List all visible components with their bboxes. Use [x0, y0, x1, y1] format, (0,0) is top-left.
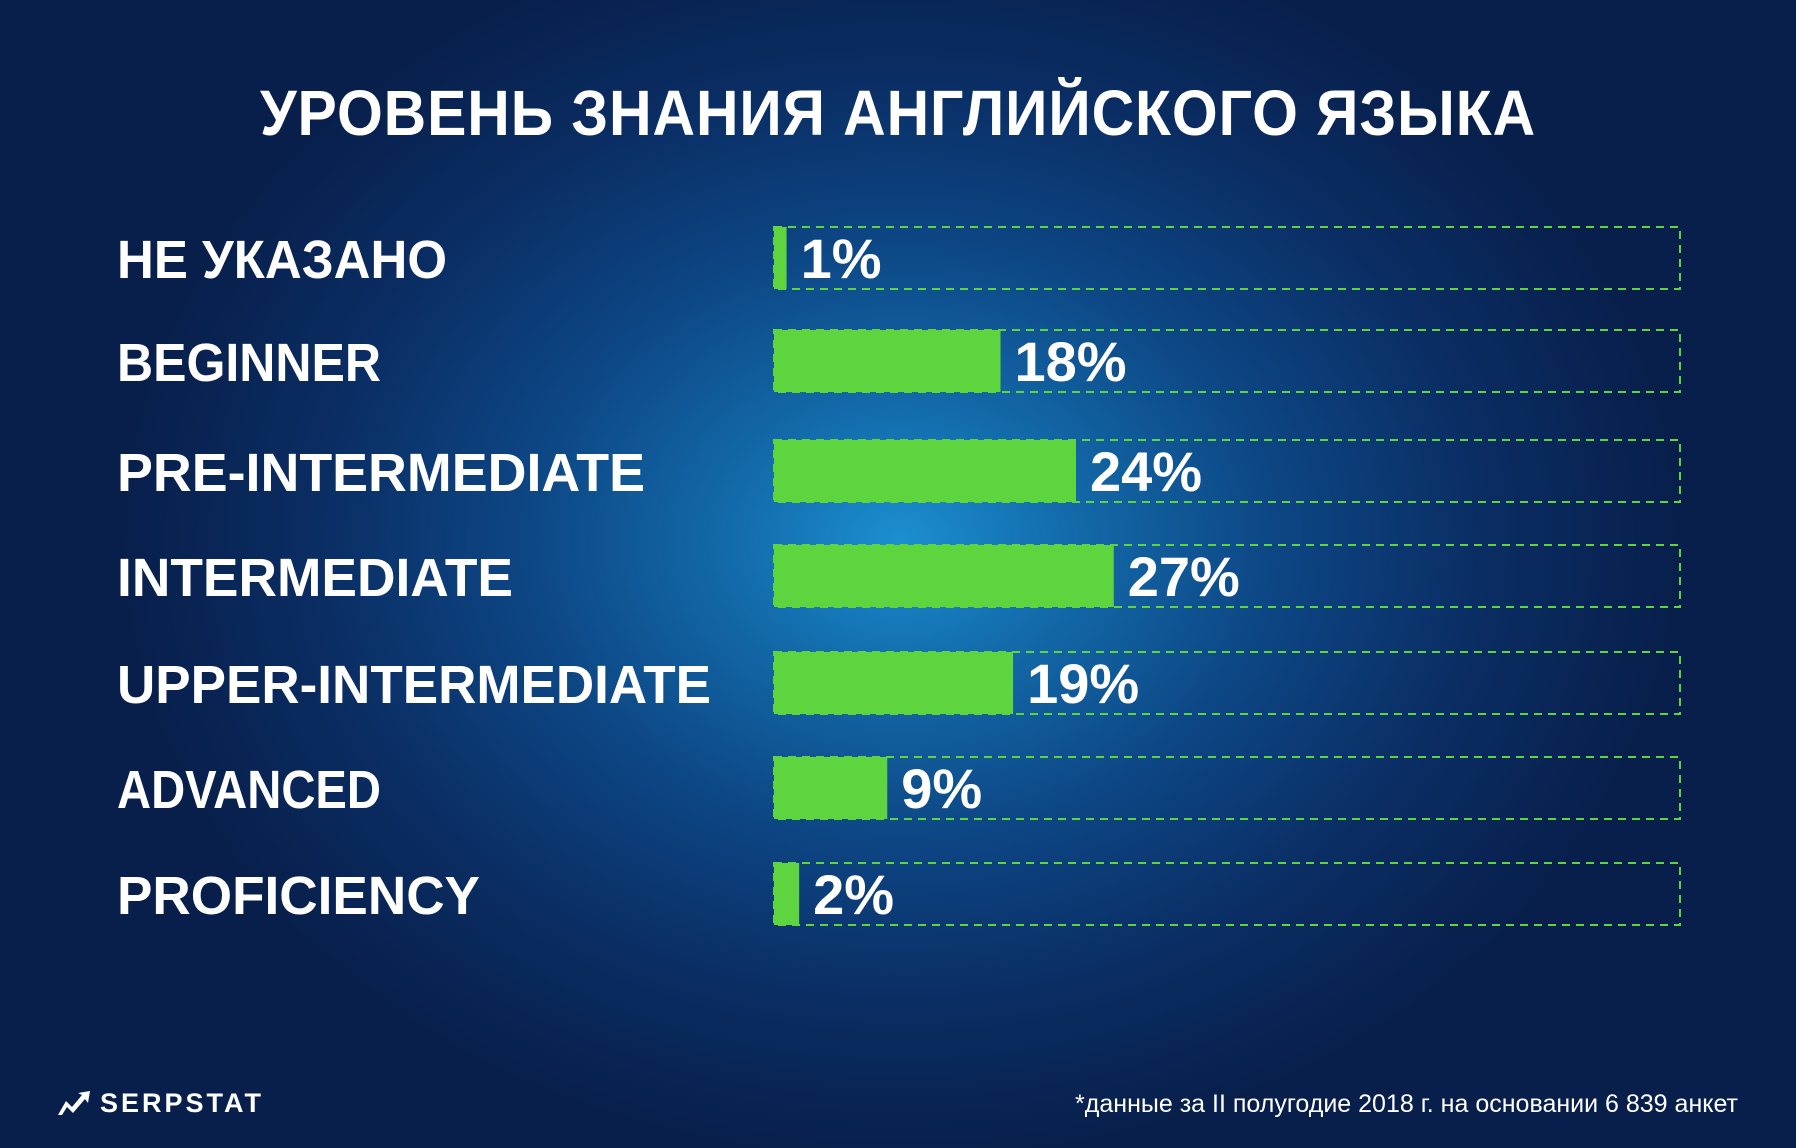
category-label: PROFICIENCY	[117, 866, 480, 926]
bar-track	[773, 862, 1681, 926]
value-label: 9%	[901, 757, 982, 820]
bar	[774, 227, 787, 289]
value-label: 1%	[801, 227, 882, 290]
value-label: 18%	[1015, 330, 1127, 393]
category-label: НЕ УКАЗАНО	[117, 230, 447, 290]
bar	[774, 863, 800, 925]
serpstat-logo-icon	[58, 1091, 90, 1115]
category-label: UPPER-INTERMEDIATE	[117, 655, 711, 715]
footnote: *данные за II полугодие 2018 г. на основ…	[1075, 1090, 1738, 1118]
category-label: ADVANCED	[117, 760, 381, 820]
value-label: 19%	[1027, 652, 1139, 715]
bar	[774, 330, 1001, 392]
category-label: INTERMEDIATE	[117, 548, 513, 608]
brand-name: SERPSTAT	[100, 1087, 265, 1118]
serpstat-logo: SERPSTAT	[58, 1088, 264, 1118]
bar-track	[773, 226, 1681, 290]
value-label: 27%	[1128, 545, 1240, 608]
chart-title: УРОВЕНЬ ЗНАНИЯ АНГЛИЙСКОГО ЯЗЫКА	[259, 77, 1537, 149]
bar	[774, 652, 1014, 714]
bar	[774, 545, 1114, 607]
value-label: 2%	[813, 863, 894, 926]
bar	[774, 757, 888, 819]
value-label: 24%	[1090, 440, 1202, 503]
bar	[774, 440, 1076, 502]
category-label: PRE-INTERMEDIATE	[117, 443, 645, 503]
category-label: BEGINNER	[117, 333, 381, 393]
